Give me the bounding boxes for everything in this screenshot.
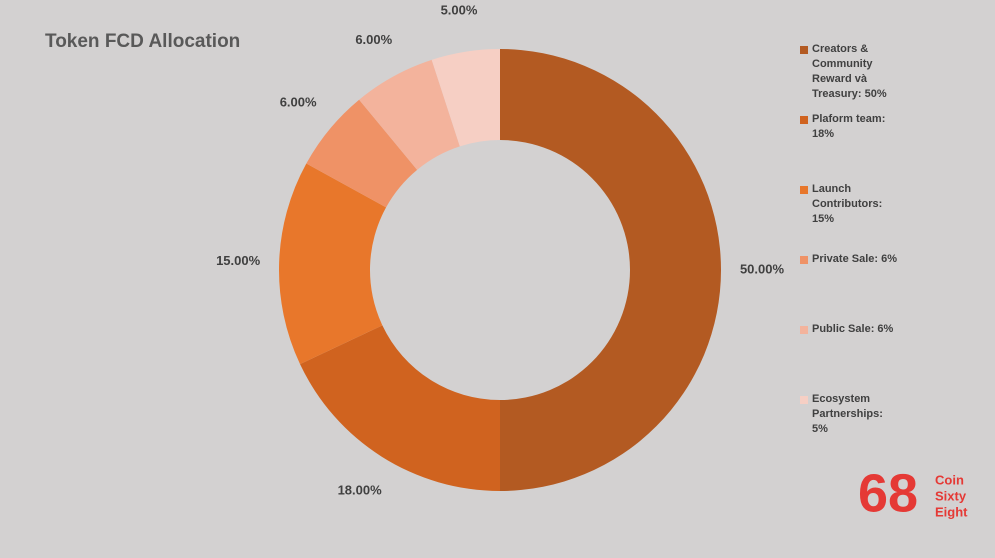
donut-slice — [306, 99, 418, 208]
donut-slice — [279, 163, 387, 365]
legend-label: Private Sale: 6% — [812, 253, 897, 265]
donut-slice — [359, 59, 460, 170]
data-label: 6.00% — [355, 32, 392, 47]
legend-swatch — [800, 186, 808, 194]
donut-slice — [300, 325, 500, 491]
legend-label: Launch Contributors: 15% — [812, 183, 883, 225]
data-label: 6.00% — [280, 94, 317, 109]
legend-swatch — [800, 256, 808, 264]
donut-slice — [431, 49, 500, 147]
chart-title: Token FCD Allocation — [45, 31, 240, 52]
logo-text: Sixty — [935, 488, 967, 503]
legend-swatch — [800, 396, 808, 404]
legend-swatch — [800, 326, 808, 334]
legend-label: Plaform team: 18% — [812, 113, 886, 140]
legend-label: Creators & Community Reward và Treasury:… — [812, 43, 887, 100]
data-label: 15.00% — [216, 253, 261, 268]
logo-text: Eight — [935, 504, 968, 519]
data-label: 5.00% — [441, 3, 478, 18]
data-label: 50.00% — [740, 261, 785, 276]
logo-mark: 68 — [858, 463, 918, 523]
legend-label: Public Sale: 6% — [812, 323, 894, 335]
logo-text: Coin — [935, 472, 964, 487]
legend-swatch — [800, 46, 808, 54]
donut-slice — [500, 49, 721, 491]
legend-label: Ecosystem Partnerships: 5% — [812, 393, 883, 435]
data-label: 18.00% — [338, 483, 383, 498]
legend-swatch — [800, 116, 808, 124]
